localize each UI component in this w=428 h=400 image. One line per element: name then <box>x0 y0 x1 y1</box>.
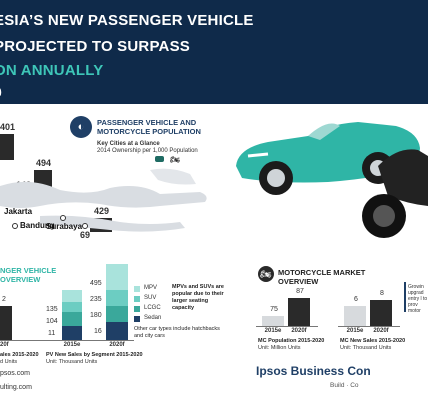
segment-bar-sedan <box>106 322 128 340</box>
moto-sales-value: 6 <box>354 296 358 303</box>
segment-value: 135 <box>46 306 58 313</box>
moto-pop-value: 75 <box>270 306 278 313</box>
segment-note-1: MPVs and SUVs are popular due to their l… <box>172 284 224 311</box>
brand-name: Ipsos Business Con <box>256 364 371 378</box>
legend-label: LCGC <box>144 305 161 311</box>
segment-chart-footnote: PV New Sales by Segment 2015-2020 <box>46 352 143 358</box>
bar-year-label: 2015e <box>63 342 81 348</box>
axis-line <box>256 326 318 327</box>
legend-label: MPV <box>144 285 158 291</box>
moto-market-title: MOTORCYCLE MARKET OVERVIEW <box>278 268 365 286</box>
side-note-accent <box>404 282 406 312</box>
segment-title-line-2: OVERVIEW <box>0 275 41 284</box>
headline-line-1: ESIA’S NEW PASSENGER VEHICLE <box>0 12 254 29</box>
city-label-surabaya: Surabaya <box>46 222 83 231</box>
car-motorcycle-illustration <box>236 122 428 238</box>
bar-value: 429 <box>94 206 110 216</box>
moto-pop-value: 87 <box>296 288 304 295</box>
bar-year-label: 2015e <box>264 328 282 334</box>
city-label-jakarta: Jakarta <box>4 207 33 216</box>
website-link-2[interactable]: ulting.com <box>0 384 32 391</box>
bar <box>0 306 12 340</box>
population-title-line-1: PASSENGER VEHICLE AND <box>97 118 197 127</box>
bar-value: 2 <box>2 296 6 303</box>
bar <box>0 134 14 160</box>
headline-line-4: 0 <box>0 84 2 100</box>
moto-sales-value: 8 <box>380 290 384 297</box>
moto-title-line-1: MOTORCYCLE MARKET <box>278 268 366 277</box>
bar-year-label: 2020f <box>291 328 307 334</box>
headline-line-2: PROJECTED TO SURPASS <box>0 38 190 55</box>
moto-sales-unit: Unit: Thousand Units <box>340 345 392 351</box>
segment-bar-lcgc <box>62 312 82 326</box>
segment-chart-unit: Unit: Thousand Units <box>46 359 98 365</box>
legend-swatch <box>134 296 140 302</box>
moto-pop-footnote: MC Population 2015-2020 <box>258 338 325 344</box>
segment-value: 104 <box>46 318 58 325</box>
indonesia-map <box>0 168 207 232</box>
moto-sales-bar <box>344 306 366 326</box>
bar-year-label: 2015e <box>346 328 364 334</box>
segment-bar-suv <box>106 290 128 306</box>
legend-swatch <box>134 286 140 292</box>
segment-value: 495 <box>90 280 102 287</box>
segment-bar-mpv <box>62 290 82 302</box>
moto-side-note: Growin upgrad entry l to prov motor <box>408 284 428 314</box>
left-chart-unit: d Units <box>0 359 18 365</box>
moto-pop-bar <box>288 298 310 326</box>
moto-sales-bar <box>370 300 392 326</box>
city-label-bandung: Bandung <box>20 221 55 230</box>
population-title: PASSENGER VEHICLE AND MOTORCYCLE POPULAT… <box>97 118 217 136</box>
bar-year-label: 2020f <box>373 328 389 334</box>
moto-sales-footnote: MC New Sales 2015-2020 <box>340 338 406 344</box>
segment-bar-lcgc <box>106 306 128 322</box>
bar-year-label: 2020f <box>109 342 125 348</box>
legend-label: SUV <box>144 295 157 301</box>
city-pin-icon <box>12 223 18 229</box>
segment-value: 235 <box>90 296 102 303</box>
header-banner: ESIA’S NEW PASSENGER VEHICLE PROJECTED T… <box>0 0 428 104</box>
bar-value: 69 <box>80 230 91 240</box>
segment-bar-sedan <box>62 326 82 340</box>
bar-value: 401 <box>0 122 16 132</box>
headline-line-3: ON ANNUALLY <box>0 62 104 79</box>
website-link[interactable]: psos.com <box>0 370 30 377</box>
segment-bar-mpv <box>106 264 128 290</box>
moto-title-line-2: OVERVIEW <box>278 277 319 286</box>
population-subtitle: Key Cities at a Glance <box>97 141 160 147</box>
speedometer-icon: ◐ <box>70 116 92 138</box>
population-subtitle-2: 2014 Ownership per 1,000 Population <box>97 148 198 154</box>
segment-value: 180 <box>90 312 102 319</box>
population-title-line-2: MOTORCYCLE POPULATION <box>97 127 201 136</box>
segment-value: 11 <box>48 330 56 337</box>
segment-value: 16 <box>94 328 102 335</box>
segment-title-line-1: NGER VEHICLE <box>0 266 57 275</box>
motorcycle-legend-icon: 🏍 <box>170 155 181 164</box>
brand-tagline: Build · Co <box>330 382 359 389</box>
left-chart-footnote: ales 2015-2020 <box>0 352 39 358</box>
bar-year-label: 20f <box>0 342 9 348</box>
city-pin-icon <box>82 223 88 229</box>
motorcycle-icon: 🏍 <box>258 266 274 282</box>
legend-label: Sedan <box>144 315 162 321</box>
legend-swatch <box>134 316 140 322</box>
moto-pop-bar <box>262 316 284 326</box>
legend-swatch <box>134 306 140 312</box>
bar-value: 494 <box>36 158 52 168</box>
axis-line <box>0 340 134 341</box>
car-legend-icon <box>155 156 164 162</box>
segment-chart-title: NGER VEHICLE OVERVIEW <box>0 266 56 284</box>
axis-line <box>338 326 400 327</box>
city-pin-icon <box>60 215 66 221</box>
moto-pop-unit: Unit: Million Units <box>258 345 301 351</box>
segment-note-2: Other car types include hatchbacks and c… <box>134 326 220 339</box>
segment-bar-suv <box>62 302 82 312</box>
